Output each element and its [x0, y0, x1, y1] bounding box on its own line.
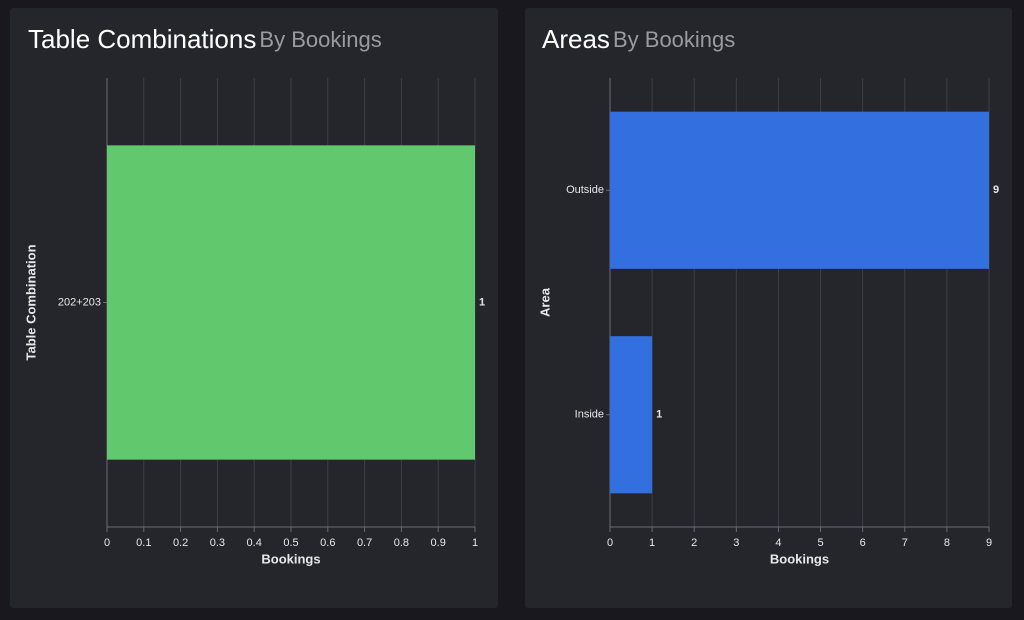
x-tick-label: 0.7 — [357, 537, 372, 549]
x-tick-label: 2 — [691, 537, 697, 549]
x-tick-label: 7 — [902, 537, 908, 549]
x-tick-label: 3 — [733, 537, 739, 549]
x-tick-label: 0.8 — [394, 537, 409, 549]
bar — [610, 336, 653, 494]
value-label: 1 — [656, 409, 662, 421]
panel — [525, 8, 1012, 608]
y-tick-label: Outside — [566, 184, 604, 196]
x-tick-label: 0.2 — [173, 537, 188, 549]
x-tick-label: 0.9 — [431, 537, 446, 549]
x-tick-label: 4 — [775, 537, 781, 549]
x-tick-label: 0 — [607, 537, 613, 549]
y-tick-label: Inside — [575, 409, 604, 421]
x-tick-label: 0.6 — [320, 537, 335, 549]
title: Table Combinations — [28, 24, 256, 54]
x-tick-label: 0.4 — [247, 537, 262, 549]
value-label: 1 — [479, 296, 485, 308]
x-tick-label: 1 — [649, 537, 655, 549]
y-axis-title: Area — [537, 287, 552, 317]
value-label: 9 — [993, 184, 999, 196]
x-tick-label: 9 — [986, 537, 992, 549]
y-axis-title: Table Combination — [23, 244, 38, 360]
chart-title: Areas By Bookings — [542, 24, 735, 54]
y-tick-label: 202+203 — [58, 296, 101, 308]
x-tick-label: 1 — [472, 537, 478, 549]
bar — [610, 111, 989, 269]
x-tick-label: 0.1 — [136, 537, 151, 549]
title: Areas — [542, 24, 610, 54]
x-tick-label: 0 — [104, 537, 110, 549]
bar — [107, 145, 475, 460]
x-axis-title: Bookings — [770, 551, 829, 566]
x-tick-label: 8 — [944, 537, 950, 549]
subtitle: By Bookings — [613, 27, 735, 52]
x-tick-label: 0.3 — [210, 537, 225, 549]
chart-title: Table Combinations By Bookings — [28, 24, 382, 54]
subtitle: By Bookings — [259, 27, 381, 52]
x-tick-label: 6 — [860, 537, 866, 549]
x-axis-title: Bookings — [261, 551, 320, 566]
x-tick-label: 0.5 — [283, 537, 298, 549]
x-tick-label: 5 — [817, 537, 823, 549]
